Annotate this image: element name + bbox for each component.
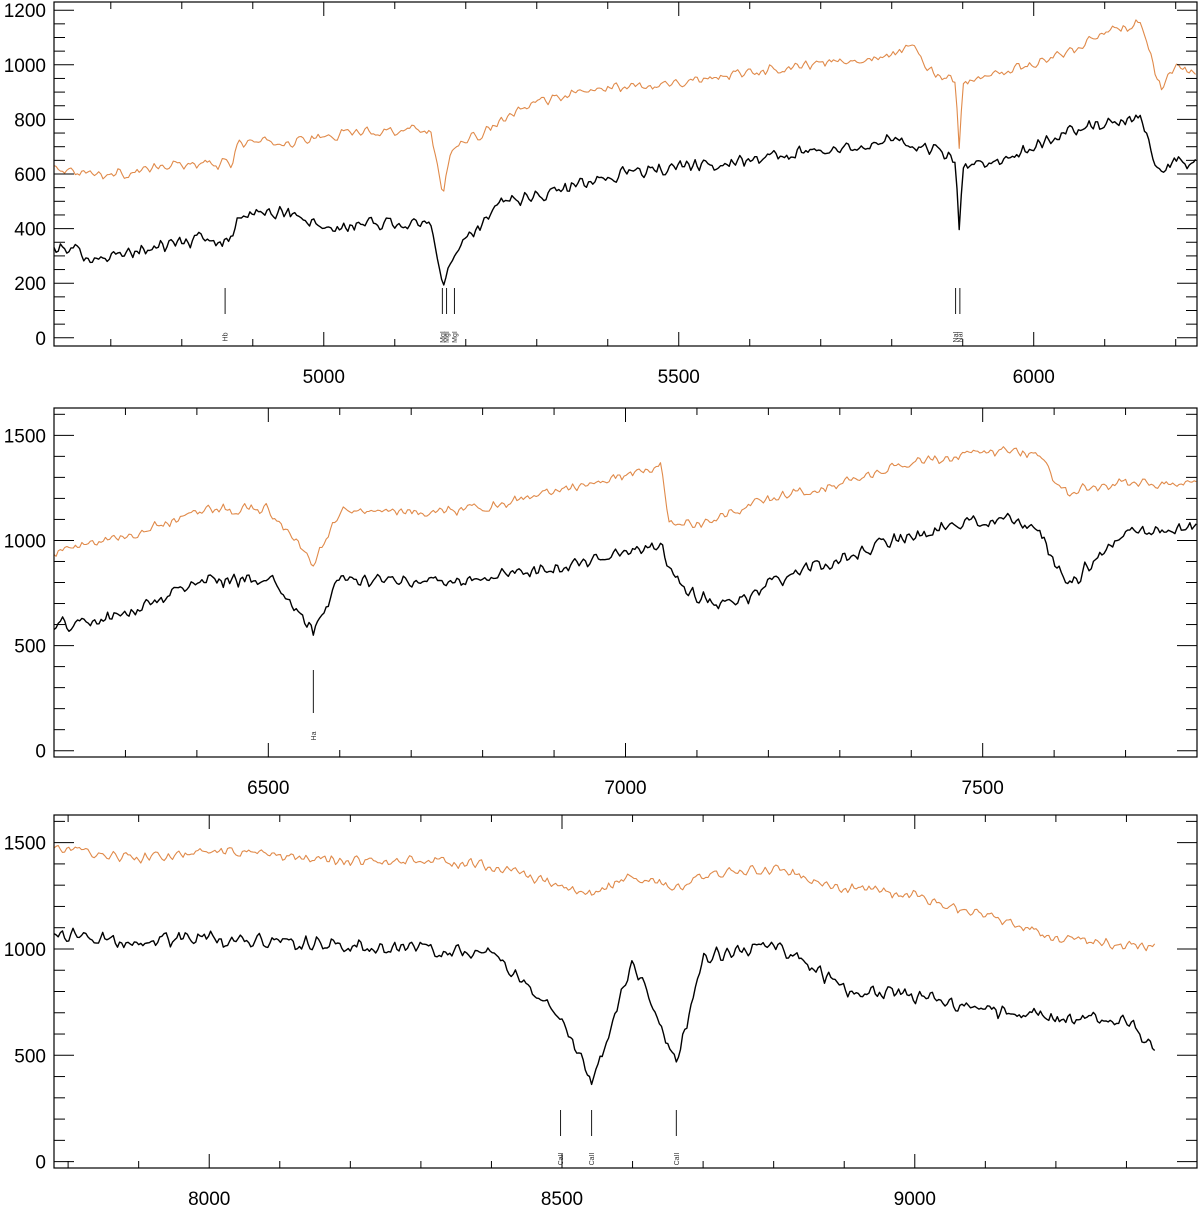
y-tick-label: 400 [14,220,46,241]
x-tick-label: 5500 [658,367,700,388]
plot-frame [53,407,1198,758]
x-tick-label: 7500 [962,778,1004,799]
y-tick-label: 0 [35,329,46,350]
line-marker-label: CaII [674,1153,681,1166]
y-tick-label: 1000 [4,56,46,77]
y-tick-label: 1200 [4,1,46,22]
series-line-target [53,512,1197,636]
series-line-comparison [53,446,1197,567]
spectrum-panel-2: 0 500 1000 1500 6500 7000 7500 Ha [4,407,1198,799]
x-tick-label: 7000 [604,778,646,799]
series-line-target [53,927,1156,1086]
line-marker-label: Ha [311,731,318,740]
line-marker-label: MgI [444,331,451,343]
x-tick-label: 6500 [247,778,289,799]
spectrum-panel-3: 0 500 1000 1500 8000 8500 9000 CaII CaII CaII [4,814,1198,1206]
line-marker-label: NaI [957,332,964,343]
y-tick-label: 600 [14,165,46,186]
x-tick-label: 6000 [1013,367,1055,388]
line-marker-label: Hb [223,332,230,341]
series-line-comparison [53,844,1156,952]
series-line-comparison [53,19,1196,192]
line-marker-label: NaI [953,332,960,343]
y-tick-label: 1000 [4,940,46,961]
x-tick-label: 5000 [303,367,345,388]
line-marker-label: CaII [589,1153,596,1166]
y-tick-label: 0 [35,1153,46,1174]
y-tick-label: 1000 [4,531,46,552]
y-tick-label: 800 [14,110,46,131]
line-marker-label: MgI [440,331,447,343]
x-tick-label: 8500 [541,1189,583,1206]
x-tick-label: 8000 [188,1189,230,1206]
line-marker-label: MgI [452,331,459,343]
y-tick-label: 1500 [4,834,46,855]
line-marker-label: CaII [558,1153,565,1166]
y-tick-label: 200 [14,274,46,295]
series-line-target [53,114,1197,286]
plot-frame [53,814,1198,1169]
y-tick-label: 0 [35,742,46,763]
x-tick-label: 9000 [894,1189,936,1206]
y-tick-label: 1500 [4,426,46,447]
y-tick-label: 500 [14,637,46,658]
y-tick-label: 500 [14,1046,46,1067]
